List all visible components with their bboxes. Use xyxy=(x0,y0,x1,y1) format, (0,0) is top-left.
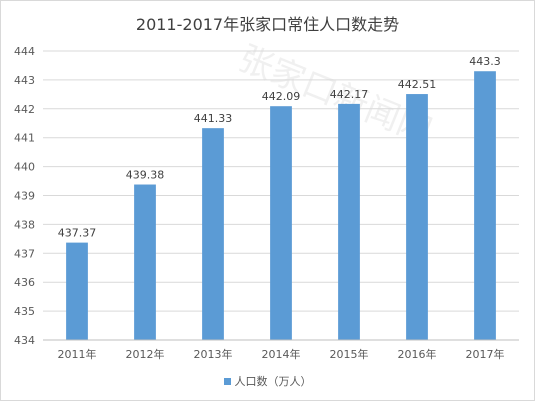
x-tick-label: 2011年 xyxy=(58,347,97,361)
y-tick-label: 444 xyxy=(14,45,35,58)
data-label: 437.37 xyxy=(58,227,97,240)
x-tick-label: 2017年 xyxy=(466,347,505,361)
data-label: 442.51 xyxy=(398,78,437,91)
y-tick-label: 435 xyxy=(14,305,35,318)
data-label: 443.3 xyxy=(469,55,501,68)
y-tick-label: 437 xyxy=(14,247,35,260)
bar xyxy=(66,242,88,340)
legend: 人口数（万人） xyxy=(1,373,534,389)
y-tick-label: 440 xyxy=(14,161,35,174)
bar xyxy=(134,184,156,340)
bar xyxy=(202,128,224,340)
bar xyxy=(406,94,428,340)
bar xyxy=(338,103,360,341)
y-tick-label: 439 xyxy=(14,190,35,203)
y-tick-label: 436 xyxy=(14,276,35,289)
data-label: 442.09 xyxy=(262,90,301,103)
x-tick-label: 2015年 xyxy=(330,347,369,361)
x-tick-label: 2013年 xyxy=(194,347,233,361)
x-tick-label: 2016年 xyxy=(398,347,437,361)
legend-swatch xyxy=(223,377,231,385)
y-tick-label: 434 xyxy=(14,334,35,347)
y-tick-label: 441 xyxy=(14,132,35,145)
y-tick-label: 443 xyxy=(14,74,35,87)
y-tick-label: 438 xyxy=(14,218,35,231)
data-label: 439.38 xyxy=(126,169,165,182)
chart-title: 2011-2017年张家口常住人口数走势 xyxy=(135,15,400,34)
x-tick-label: 2012年 xyxy=(126,347,165,361)
bar xyxy=(474,71,496,340)
legend-label: 人口数（万人） xyxy=(234,375,312,388)
x-tick-label: 2014年 xyxy=(262,347,301,361)
data-label: 441.33 xyxy=(194,112,233,125)
data-label: 442.17 xyxy=(330,88,369,101)
y-tick-label: 442 xyxy=(14,103,35,116)
bar xyxy=(270,106,292,340)
